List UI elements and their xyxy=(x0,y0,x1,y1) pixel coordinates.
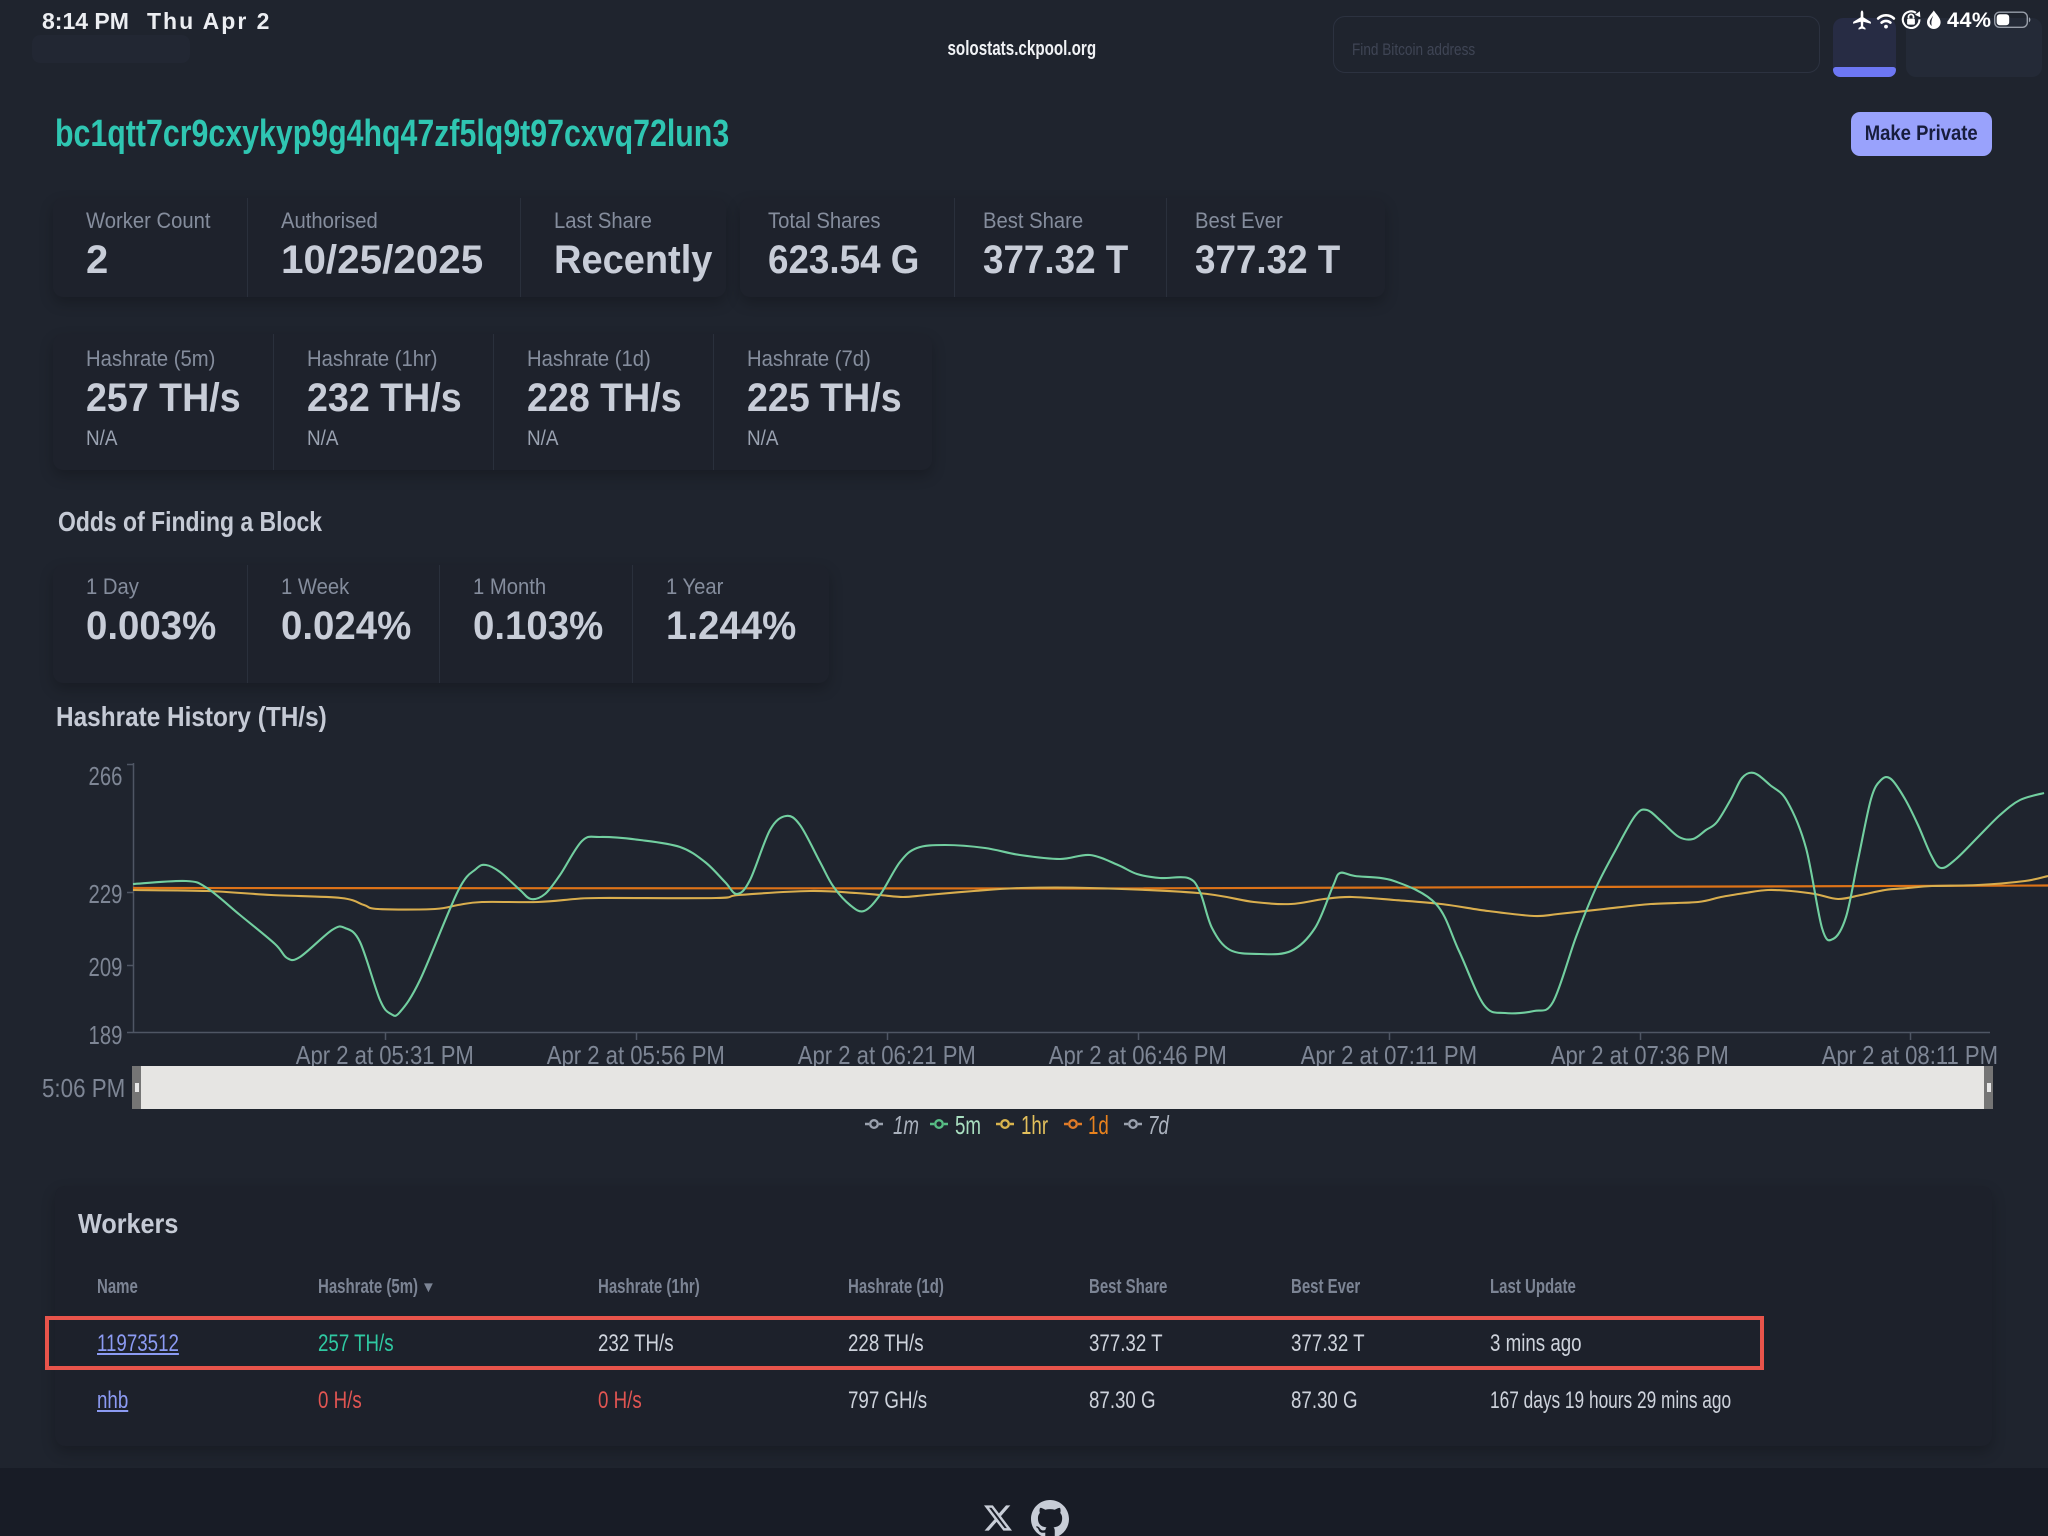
svg-text:44%: 44% xyxy=(1947,8,1992,32)
